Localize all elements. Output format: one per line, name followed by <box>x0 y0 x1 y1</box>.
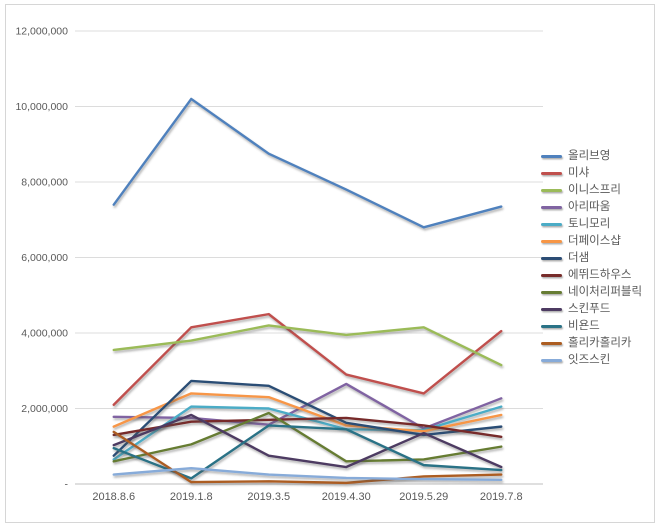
series-line-8 <box>112 411 503 463</box>
series-line-2 <box>112 324 503 367</box>
x-tick-label: 2019.1.8 <box>170 491 213 503</box>
y-axis-tick-labels: - 2,000,000 4,000,000 6,000,000 8,000,000 10,… <box>15 26 68 491</box>
x-tick-label: 2019.5.29 <box>399 491 448 503</box>
legend-item-12: 잇즈스킨 <box>541 354 642 367</box>
legend-item-4: 토니모리 <box>541 218 642 231</box>
legend-line-swatch <box>541 189 562 192</box>
y-tick-label: 10,000,000 <box>15 101 68 113</box>
legend-line-swatch <box>541 257 562 260</box>
legend-label: 미샤 <box>568 167 590 179</box>
legend-item-5: 더페이스샵 <box>541 235 642 248</box>
legend-label: 에뛰드하우스 <box>568 269 632 281</box>
legend-line-swatch <box>541 359 562 362</box>
y-tick-label: 4,000,000 <box>21 328 68 340</box>
legend-item-10: 비욘드 <box>541 320 642 333</box>
legend-label: 네이처리퍼블릭 <box>568 286 643 298</box>
series-line-1 <box>112 312 503 406</box>
legend-item-11: 홀리카홀리카 <box>541 337 642 350</box>
legend-item-3: 아리따움 <box>541 201 642 214</box>
legend-line-swatch <box>541 308 562 311</box>
legend-label: 비욘드 <box>568 320 600 332</box>
legend-line-swatch <box>541 274 562 277</box>
x-tick-label: 2019.4.30 <box>322 491 371 503</box>
legend-label: 더페이스샵 <box>568 235 621 247</box>
legend-item-1: 미샤 <box>541 167 642 180</box>
legend-line-swatch <box>541 155 562 158</box>
y-tick-label: - <box>65 479 69 491</box>
x-tick-label: 2019.7.8 <box>480 491 523 503</box>
legend-item-9: 스킨푸드 <box>541 303 642 316</box>
y-tick-label: 8,000,000 <box>21 177 68 189</box>
legend-label: 이니스프리 <box>568 184 621 196</box>
legend-label: 올리브영 <box>568 150 611 162</box>
legend-item-6: 더샘 <box>541 252 642 265</box>
series-line-6 <box>112 379 503 457</box>
legend-line-swatch <box>541 223 562 226</box>
legend-line-swatch <box>541 240 562 243</box>
legend-label: 토니모리 <box>568 218 611 230</box>
legend-label: 아리따움 <box>568 201 611 213</box>
legend-line-swatch <box>541 172 562 175</box>
series-line-0 <box>112 97 503 229</box>
y-tick-label: 6,000,000 <box>21 252 68 264</box>
x-tick-label: 2019.3.5 <box>247 491 290 503</box>
legend-label: 잇즈스킨 <box>568 354 611 366</box>
legend-item-0: 올리브영 <box>541 150 642 163</box>
legend-label: 홀리카홀리카 <box>568 337 632 349</box>
legend-label: 스킨푸드 <box>568 303 611 315</box>
legend-line-swatch <box>541 206 562 209</box>
data-series-lines <box>112 97 503 485</box>
legend-item-2: 이니스프리 <box>541 184 642 197</box>
series-line-7 <box>112 416 503 439</box>
legend-line-swatch <box>541 325 562 328</box>
legend-line-swatch <box>541 291 562 294</box>
y-tick-label: 12,000,000 <box>15 26 68 38</box>
x-axis-tick-labels: 2018.8.6 2019.1.8 2019.3.5 2019.4.30 2019.5.… <box>92 491 522 503</box>
legend-item-7: 에뛰드하우스 <box>541 269 642 282</box>
legend-item-8: 네이처리퍼블릭 <box>541 286 642 299</box>
y-tick-label: 2,000,000 <box>21 403 68 415</box>
legend-label: 더샘 <box>568 252 590 264</box>
series-line-9 <box>112 413 503 469</box>
chart-border-frame <box>5 4 655 523</box>
series-line-11 <box>112 430 503 485</box>
x-tick-label: 2018.8.6 <box>92 491 135 503</box>
series-line-12 <box>112 466 503 482</box>
legend-line-swatch <box>541 342 562 345</box>
